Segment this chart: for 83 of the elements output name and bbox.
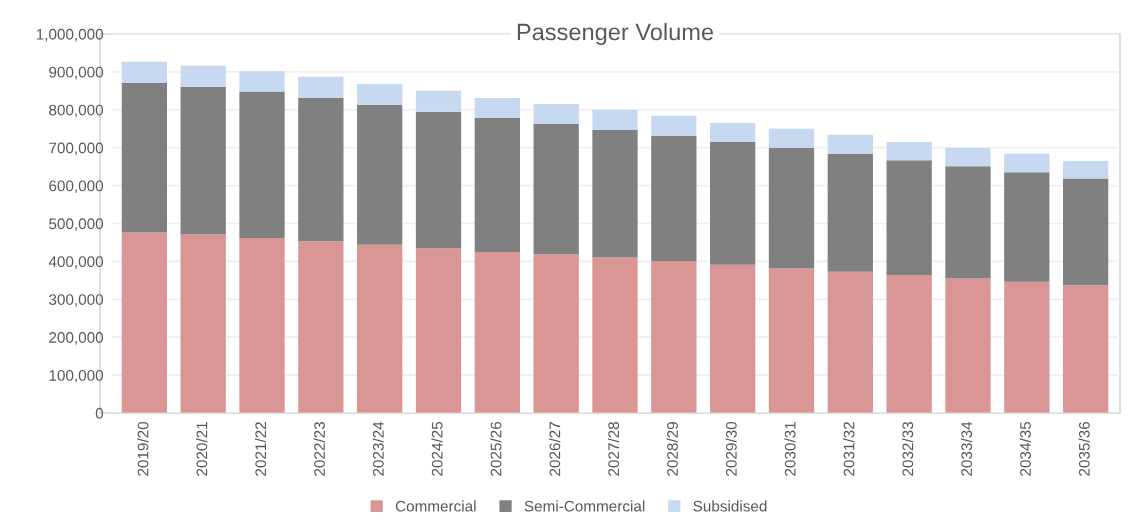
x-tick-label: 2020/21 bbox=[196, 422, 208, 476]
bar bbox=[945, 278, 991, 413]
bar bbox=[886, 160, 932, 276]
bar bbox=[357, 104, 403, 245]
y-tick-label: 800,000 bbox=[49, 104, 104, 118]
bar bbox=[1004, 153, 1050, 173]
bar bbox=[239, 91, 285, 238]
chart-title: Passenger Volume bbox=[517, 23, 714, 45]
x-tick-label: 2023/24 bbox=[372, 421, 384, 476]
bar bbox=[886, 275, 932, 413]
bar bbox=[768, 148, 815, 269]
x-tick-label: 2030/31 bbox=[784, 422, 796, 476]
legend-label: Subsidised bbox=[693, 500, 767, 512]
x-tick-label: 2028/29 bbox=[666, 422, 678, 476]
y-tick-label: 1,000,000 bbox=[36, 28, 104, 42]
bar bbox=[180, 86, 226, 235]
bar bbox=[474, 251, 520, 413]
bar bbox=[945, 166, 991, 279]
x-tick-label: 2021/22 bbox=[254, 422, 267, 476]
y-tick-label: 400,000 bbox=[48, 256, 104, 269]
y-tick-label: 0 bbox=[95, 407, 104, 419]
bar bbox=[651, 135, 697, 262]
bar bbox=[592, 257, 638, 413]
bar bbox=[533, 254, 579, 413]
x-tick-label: 2034/35 bbox=[1019, 421, 1031, 476]
bar bbox=[1004, 281, 1050, 413]
bar bbox=[180, 65, 226, 87]
x-tick-label: 2035/36 bbox=[1078, 422, 1090, 476]
x-tick-label: 2022/23 bbox=[313, 422, 325, 476]
x-tick-label: 2031/32 bbox=[843, 422, 855, 476]
x-tick-label: 2025/26 bbox=[490, 422, 502, 476]
bar bbox=[121, 82, 168, 233]
y-tick-label: 500,000 bbox=[49, 218, 104, 231]
x-tick-label: 2029/30 bbox=[725, 421, 737, 476]
y-tick-label: 900,000 bbox=[49, 66, 104, 80]
y-tick-label: 700,000 bbox=[49, 142, 104, 156]
bar bbox=[1062, 178, 1109, 286]
bar bbox=[415, 248, 462, 413]
bar bbox=[945, 148, 991, 167]
x-tick-label: 2027/28 bbox=[607, 421, 620, 476]
bar bbox=[415, 90, 462, 112]
bar bbox=[1062, 285, 1109, 413]
bar bbox=[474, 98, 520, 118]
bar bbox=[827, 153, 873, 272]
bar bbox=[298, 241, 344, 413]
bar bbox=[121, 232, 168, 413]
bar bbox=[1062, 160, 1109, 179]
bar bbox=[180, 234, 226, 413]
bar bbox=[533, 104, 579, 124]
bar bbox=[239, 71, 285, 92]
bar bbox=[474, 117, 520, 252]
bar bbox=[533, 123, 579, 255]
x-tick-label: 2019/20 bbox=[137, 421, 149, 476]
bar bbox=[651, 261, 697, 413]
bar bbox=[710, 123, 756, 143]
bar bbox=[827, 271, 873, 413]
x-tick-label: 2024/25 bbox=[431, 421, 443, 476]
bar bbox=[651, 115, 697, 136]
bar bbox=[768, 268, 815, 413]
bar bbox=[239, 237, 285, 413]
bar bbox=[710, 264, 756, 413]
bar bbox=[827, 134, 873, 154]
bar bbox=[357, 244, 403, 413]
bar bbox=[415, 111, 462, 249]
y-tick-label: 600,000 bbox=[49, 180, 104, 194]
x-tick-label: 2032/33 bbox=[902, 422, 914, 476]
x-tick-label: 2033/34 bbox=[960, 421, 973, 476]
legend-label: Commercial bbox=[395, 500, 476, 512]
legend-label: Semi-Commercial bbox=[524, 500, 645, 512]
bar bbox=[1004, 172, 1050, 282]
bar bbox=[710, 142, 756, 265]
y-tick-label: 300,000 bbox=[49, 294, 104, 307]
bar bbox=[592, 109, 638, 130]
bar bbox=[298, 97, 344, 242]
bar bbox=[768, 128, 815, 149]
y-tick-label: 200,000 bbox=[49, 332, 104, 345]
bar bbox=[592, 129, 638, 258]
bar bbox=[298, 76, 344, 98]
bar bbox=[121, 61, 168, 83]
x-tick-label: 2026/27 bbox=[549, 422, 561, 476]
y-tick-label: 100,000 bbox=[49, 369, 104, 383]
bar bbox=[886, 142, 932, 161]
bar bbox=[357, 84, 403, 105]
